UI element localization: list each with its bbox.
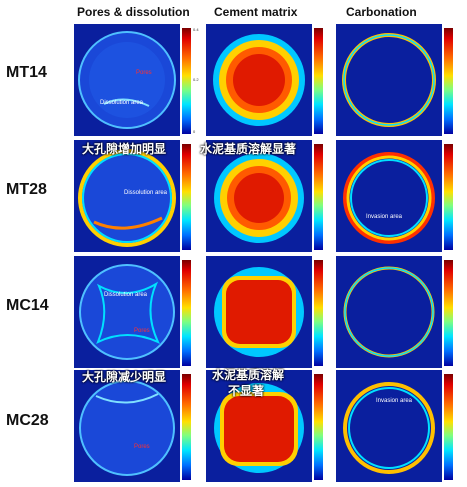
image-mc14-matrix [206, 256, 312, 368]
pore-label: Pores [136, 70, 152, 76]
colorbar [314, 28, 323, 134]
column-header-cement-matrix: Cement matrix [214, 5, 298, 19]
image-mt28-matrix [206, 140, 312, 252]
colorbar [182, 260, 191, 366]
pore-label: Pores [134, 444, 150, 450]
caption-mc28-matrix-line2: 不显著 [228, 384, 265, 398]
caption-mc28-matrix-line1: 水泥基质溶解 [212, 368, 285, 382]
image-mc14-pores: Dissolution area Pores [74, 256, 180, 368]
column-header-carbonation: Carbonation [346, 5, 417, 19]
colorbar [444, 374, 453, 480]
caption-mt28-matrix: 水泥基质溶解显著 [200, 142, 297, 156]
colorbar [182, 374, 191, 480]
invasion-area-label: Invasion area [366, 214, 403, 220]
row-label-mt14: MT14 [6, 64, 47, 81]
image-mc14-carbonation [336, 256, 442, 368]
colorbar [314, 260, 323, 366]
dissolution-area-label: Dissolution area [104, 292, 148, 298]
column-header-pores: Pores & dissolution [77, 5, 190, 19]
caption-mt28-pores: 大孔隙增加明显 [82, 142, 167, 156]
image-mt14-pores: Pores Dissolution area [74, 24, 180, 136]
row-label-mc14: MC14 [6, 297, 49, 314]
colorbar [444, 28, 453, 134]
image-mt28-pores: Dissolution area [74, 140, 180, 252]
colorbar [314, 374, 323, 480]
pore-label: Pores [134, 328, 150, 334]
invasion-area-label: Invasion area [376, 398, 413, 404]
image-mt14-carbonation [336, 24, 442, 136]
row-label-mc28: MC28 [6, 412, 49, 429]
colorbar: 0.4 0.2 0 [182, 28, 199, 134]
dissolution-area-label: Dissolution area [100, 100, 144, 106]
colorbar [182, 144, 191, 250]
dissolution-area-label: Dissolution area [124, 190, 168, 196]
row-label-mt28: MT28 [6, 181, 47, 198]
colorbar [444, 260, 453, 366]
image-mc28-carbonation: Invasion area [336, 370, 442, 482]
image-mc28-pores: Pores [74, 370, 180, 482]
image-mc28-matrix [206, 370, 312, 482]
colorbar [314, 144, 323, 250]
image-mt28-carbonation: Invasion area [336, 140, 442, 252]
image-mt14-matrix [206, 24, 312, 136]
caption-mc28-pores: 大孔隙减少明显 [82, 370, 167, 384]
colorbar [444, 144, 453, 250]
